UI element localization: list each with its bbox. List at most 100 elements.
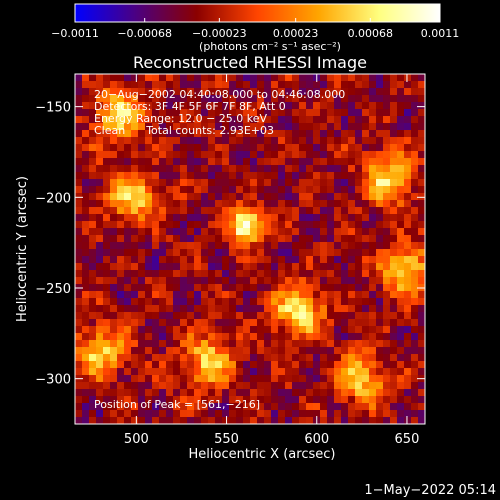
heatmap-cell	[166, 291, 174, 299]
heatmap-cell	[236, 130, 244, 138]
heatmap-cell	[313, 123, 321, 131]
heatmap-cell	[110, 235, 118, 243]
heatmap-cell	[362, 417, 370, 425]
heatmap-cell	[229, 312, 237, 320]
heatmap-cell	[187, 214, 195, 222]
heatmap-cell	[278, 368, 286, 376]
heatmap-cell	[180, 312, 188, 320]
heatmap-cell	[110, 151, 118, 159]
heatmap-cell	[96, 354, 104, 362]
heatmap-cell	[166, 389, 174, 397]
heatmap-cell	[334, 417, 342, 425]
heatmap-cell	[334, 116, 342, 124]
heatmap-cell	[390, 333, 398, 341]
heatmap-cell	[131, 368, 139, 376]
heatmap-cell	[138, 235, 146, 243]
heatmap-cell	[292, 403, 300, 411]
heatmap-cell	[243, 361, 251, 369]
heatmap-cell	[194, 263, 202, 271]
heatmap-cell	[75, 102, 83, 110]
heatmap-cell	[397, 403, 405, 411]
heatmap-cell	[229, 95, 237, 103]
heatmap-cell	[376, 298, 384, 306]
heatmap-cell	[166, 235, 174, 243]
heatmap-cell	[327, 284, 335, 292]
heatmap-cell	[362, 284, 370, 292]
heatmap-cell	[278, 116, 286, 124]
heatmap-cell	[390, 375, 398, 383]
heatmap-cell	[222, 102, 230, 110]
heatmap-cell	[292, 165, 300, 173]
heatmap-cell	[194, 137, 202, 145]
heatmap-cell	[250, 165, 258, 173]
heatmap-cell	[320, 200, 328, 208]
heatmap-cell	[341, 221, 349, 229]
heatmap-cell	[278, 158, 286, 166]
heatmap-cell	[222, 263, 230, 271]
heatmap-cell	[348, 214, 356, 222]
heatmap-cell	[103, 263, 111, 271]
heatmap-cell	[201, 172, 209, 180]
heatmap-cell	[264, 200, 272, 208]
heatmap-cell	[110, 144, 118, 152]
heatmap-cell	[299, 396, 307, 404]
heatmap-cell	[159, 95, 167, 103]
heatmap-cell	[327, 221, 335, 229]
heatmap-cell	[383, 172, 391, 180]
heatmap-cell	[418, 221, 426, 229]
heatmap-cell	[82, 368, 90, 376]
heatmap-cell	[278, 81, 286, 89]
heatmap-cell	[264, 74, 272, 82]
heatmap-cell	[236, 410, 244, 418]
heatmap-cell	[397, 88, 405, 96]
heatmap-cell	[411, 312, 419, 320]
heatmap-cell	[369, 270, 377, 278]
heatmap-cell	[173, 270, 181, 278]
heatmap-cell	[355, 207, 363, 215]
heatmap-cell	[152, 417, 160, 425]
heatmap-cell	[355, 172, 363, 180]
heatmap-cell	[110, 319, 118, 327]
heatmap-cell	[194, 151, 202, 159]
heatmap-cell	[383, 298, 391, 306]
heatmap-cell	[397, 109, 405, 117]
heatmap-cell	[250, 137, 258, 145]
heatmap-cell	[229, 284, 237, 292]
heatmap-cell	[257, 81, 265, 89]
heatmap-cell	[257, 88, 265, 96]
heatmap-cell	[124, 270, 132, 278]
heatmap-cell	[278, 137, 286, 145]
heatmap-cell	[96, 207, 104, 215]
heatmap-cell	[215, 158, 223, 166]
heatmap-cell	[250, 333, 258, 341]
heatmap-cell	[145, 95, 153, 103]
heatmap-cell	[418, 88, 426, 96]
heatmap-cell	[236, 347, 244, 355]
heatmap-cell	[117, 347, 125, 355]
heatmap-cell	[159, 375, 167, 383]
heatmap-cell	[362, 333, 370, 341]
heatmap-cell	[355, 354, 363, 362]
heatmap-cell	[138, 340, 146, 348]
heatmap-cell	[257, 354, 265, 362]
heatmap-cell	[131, 340, 139, 348]
heatmap-cell	[320, 305, 328, 313]
heatmap-cell	[243, 81, 251, 89]
heatmap-cell	[369, 242, 377, 250]
heatmap-cell	[82, 123, 90, 131]
heatmap-cell	[285, 368, 293, 376]
heatmap-cell	[348, 200, 356, 208]
heatmap-cell	[103, 151, 111, 159]
heatmap-cell	[131, 151, 139, 159]
heatmap-cell	[201, 277, 209, 285]
heatmap-cell	[222, 179, 230, 187]
heatmap-cell	[103, 277, 111, 285]
heatmap-cell	[159, 235, 167, 243]
heatmap-cell	[306, 396, 314, 404]
heatmap-cell	[124, 417, 132, 425]
heatmap-cell	[264, 165, 272, 173]
heatmap-cell	[187, 95, 195, 103]
heatmap-cell	[82, 312, 90, 320]
heatmap-cell	[376, 151, 384, 159]
heatmap-cell	[327, 277, 335, 285]
